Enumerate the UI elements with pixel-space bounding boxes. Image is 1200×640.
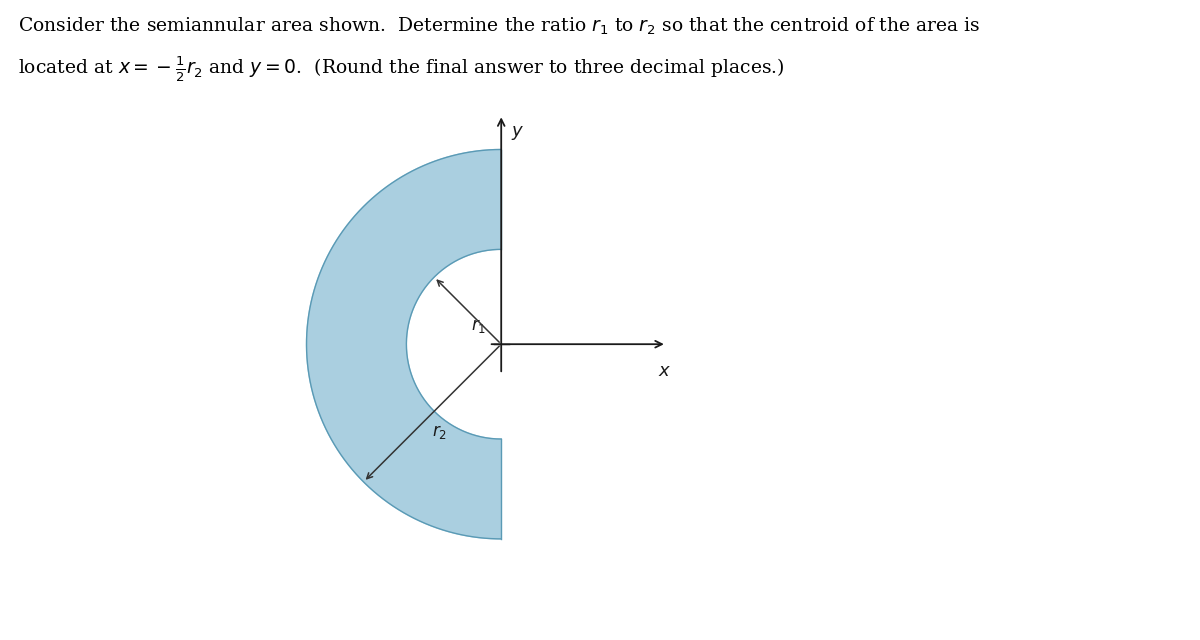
Text: $r_1$: $r_1$ <box>470 317 486 335</box>
Text: $y$: $y$ <box>511 124 524 141</box>
Text: located at $x = -\frac{1}{2}r_2$ and $y = 0$.  (Round the final answer to three : located at $x = -\frac{1}{2}r_2$ and $y … <box>18 54 785 84</box>
Text: Consider the semiannular area shown.  Determine the ratio $r_1$ to $r_2$ so that: Consider the semiannular area shown. Det… <box>18 16 980 37</box>
Polygon shape <box>306 150 502 539</box>
Text: $r_2$: $r_2$ <box>432 423 448 441</box>
Text: $x$: $x$ <box>658 362 671 380</box>
